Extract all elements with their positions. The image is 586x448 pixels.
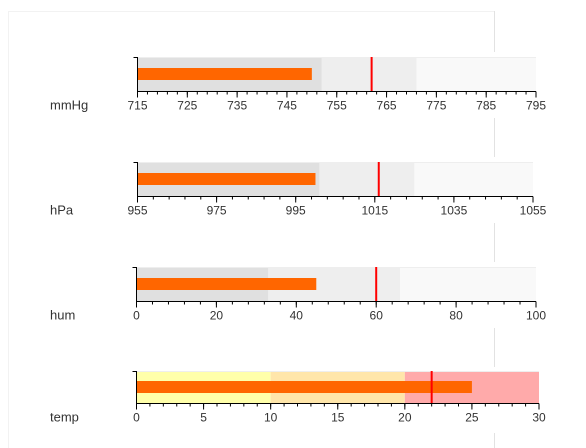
x-tick-label: 20	[210, 309, 224, 323]
x-tick-label: 755	[327, 99, 347, 113]
bullet-row-mmHg: 715 725 735 745 755 765 775 785 795 mmHg	[50, 57, 546, 113]
range-band-3	[400, 267, 536, 301]
x-tick-label: 745	[277, 99, 297, 113]
x-tick-label: 25	[465, 411, 479, 425]
bullet-rows: 715 725 735 745 755 765 775 785 795 mmHg 955 975 995…	[50, 57, 547, 425]
row-label-temp: temp	[50, 410, 79, 425]
value-bar	[137, 173, 316, 185]
x-tick-label: 5	[200, 411, 207, 425]
x-tick-label: 20	[398, 411, 412, 425]
x-tick-label: 735	[227, 99, 247, 113]
range-band-3	[416, 57, 536, 91]
row-label-hum: hum	[50, 308, 75, 323]
x-tick-label: 975	[207, 204, 227, 218]
x-tick-label: 100	[526, 309, 546, 323]
bullet-row-hum: 0 20 40 60 80 100 hum	[50, 267, 546, 323]
value-bar	[136, 278, 317, 290]
x-tick-label: 795	[526, 99, 546, 113]
x-tick-label: 1015	[361, 204, 388, 218]
x-tick-label: 40	[290, 309, 304, 323]
range-band-2	[319, 162, 415, 196]
x-tick-label: 0	[133, 309, 140, 323]
x-tick-label: 30	[532, 411, 546, 425]
x-tick-label: 785	[476, 99, 496, 113]
x-tick-label: 725	[177, 99, 197, 113]
row-label-mmHg: mmHg	[50, 98, 88, 113]
x-tick-label: 80	[449, 309, 463, 323]
row-label-hPa: hPa	[50, 203, 74, 218]
x-tick-label: 0	[133, 411, 140, 425]
x-tick-label: 1035	[441, 204, 468, 218]
x-tick-label: 60	[370, 309, 384, 323]
range-band-3	[414, 162, 533, 196]
x-tick-label: 765	[377, 99, 397, 113]
bullet-row-hPa: 955 975 995 1015 1035 1055 hPa	[50, 162, 547, 218]
range-band-2	[321, 57, 417, 91]
x-tick-label: 1055	[520, 204, 547, 218]
x-tick-label: 775	[426, 99, 446, 113]
value-bar	[136, 381, 472, 393]
x-tick-label: 995	[286, 204, 306, 218]
x-tick-label: 715	[127, 99, 147, 113]
x-tick-label: 10	[264, 411, 278, 425]
bullet-row-temp: 0 5 10 15 20 25 30 temp	[50, 371, 546, 425]
x-tick-label: 955	[127, 204, 147, 218]
value-bar	[137, 68, 312, 80]
x-tick-label: 15	[331, 411, 345, 425]
